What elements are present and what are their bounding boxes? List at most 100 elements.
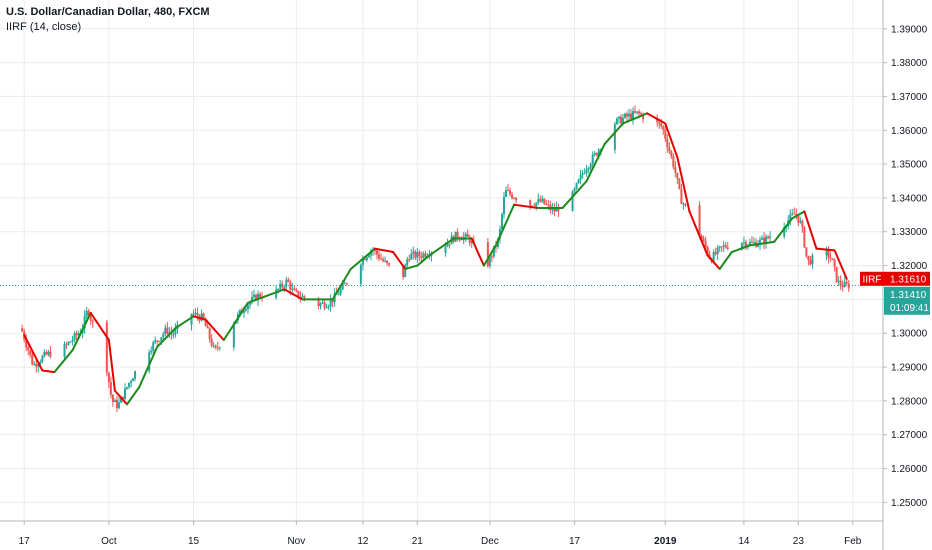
candle [174, 323, 177, 338]
candle [720, 246, 723, 252]
iirf-segment [748, 240, 776, 247]
candle [537, 193, 540, 206]
candle [384, 256, 387, 263]
iirf-segment [392, 251, 407, 270]
candle [388, 262, 391, 268]
candle [793, 207, 796, 215]
candle [676, 172, 679, 185]
candle [295, 287, 298, 293]
iirf-segment [156, 327, 177, 348]
candle [382, 256, 385, 263]
x-tick-label: Oct [101, 536, 117, 547]
candle [214, 344, 217, 350]
candle [636, 111, 639, 115]
iirf-segment [428, 237, 455, 257]
candle [253, 289, 256, 300]
candle [329, 294, 332, 312]
y-tick-label: 1.27000 [891, 430, 928, 441]
candle [216, 342, 219, 352]
candle [833, 258, 836, 272]
candle [515, 196, 518, 204]
candle [589, 162, 592, 171]
candle [194, 308, 197, 317]
candle [698, 201, 701, 240]
candle [722, 240, 725, 253]
candle [839, 275, 842, 290]
candle [448, 243, 451, 249]
candle [555, 201, 558, 212]
candle [291, 282, 294, 293]
candle [619, 114, 622, 124]
candle [345, 282, 348, 286]
candle [331, 300, 334, 308]
candle [466, 229, 469, 237]
candle [412, 246, 415, 260]
candle [829, 251, 832, 262]
iirf-segment [283, 288, 304, 301]
iirf-segment [349, 247, 376, 270]
candle [595, 152, 598, 157]
candle [404, 263, 407, 278]
candle [83, 310, 86, 334]
candle [509, 187, 512, 197]
y-tick-label: 1.30000 [891, 329, 928, 340]
iirf-segment [204, 318, 225, 342]
candle [740, 242, 743, 251]
candle [464, 232, 467, 242]
candle [571, 189, 574, 212]
candle [65, 341, 68, 350]
candle [210, 334, 213, 348]
iirf-segment [561, 179, 588, 210]
candle [378, 250, 381, 262]
candle [339, 287, 342, 297]
candle [416, 247, 419, 264]
candle [111, 394, 114, 407]
candle [623, 112, 626, 119]
candle [539, 195, 542, 203]
candle [634, 105, 637, 114]
candle [581, 170, 584, 179]
candle [718, 245, 721, 253]
candle [43, 349, 46, 358]
candle [33, 361, 36, 366]
candle [287, 277, 290, 283]
candle [128, 382, 131, 390]
candle [831, 258, 834, 260]
candle [410, 249, 413, 261]
iirf-segment [773, 217, 794, 243]
iirf-segment [113, 389, 129, 406]
candle [627, 108, 630, 121]
candle [41, 354, 44, 364]
candle [386, 260, 389, 266]
iirf-segment [482, 244, 497, 267]
candle [680, 184, 683, 205]
iirf-segment [138, 345, 159, 389]
iirf-segment [470, 237, 485, 267]
candle [490, 254, 493, 263]
time-axis[interactable]: 17 Oct 15 Nov 12 21 Dec 17 2019 14 23 Feb [0, 520, 883, 547]
candle [811, 253, 814, 269]
candle [218, 346, 221, 351]
candle [113, 398, 116, 403]
candle [617, 116, 620, 124]
candle [744, 239, 747, 251]
candle [593, 150, 596, 157]
candle [196, 307, 199, 321]
price-axis[interactable]: 1.39000 1.38000 1.37000 1.36000 1.35000 1.340… [882, 0, 928, 550]
indicator-label[interactable]: IIRF (14, close) [6, 21, 82, 33]
candle [724, 241, 727, 249]
candle [69, 341, 72, 343]
candle [418, 249, 421, 261]
candle [505, 186, 508, 198]
candle [630, 109, 633, 121]
iirf-segment [23, 333, 44, 372]
candle [625, 111, 628, 122]
iirf-segment [41, 369, 56, 374]
candle [486, 237, 489, 268]
candle [45, 349, 48, 356]
iirf-segment [126, 386, 141, 406]
candle [750, 236, 753, 243]
iirf-segment [494, 203, 516, 247]
iirf-segment [706, 254, 721, 270]
